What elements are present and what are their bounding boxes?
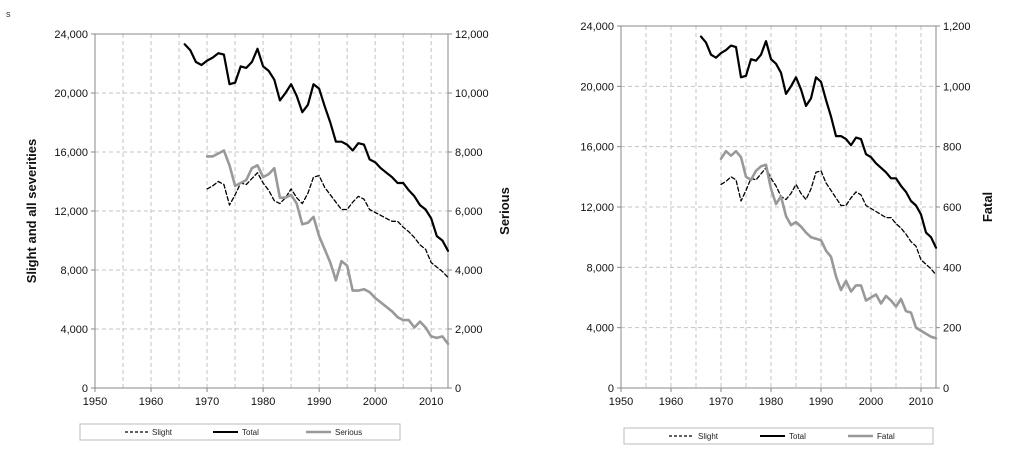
chart-1-left-tick-label: 12,000 [54,206,88,218]
chart-right: 1950 1960 1970 1980 1990 2000 201004,0008,0001… [580,21,995,445]
chart-1-series-serious-line [205,149,450,346]
chart-2-series-slight-line [720,167,937,276]
chart-2-right-tick-label: 600 [943,202,961,214]
chart-2-legend-label-slight: Slight [698,432,719,441]
chart-2-left-tick-label: 8,000 [586,262,614,274]
chart-1-left-axis-title: Slight and all severities [24,139,39,284]
chart-1-x-tick-label: 1950 [83,396,107,408]
chart-1-legend-label-slight: Slight [152,428,173,437]
chart-1-series-total-line [183,43,450,252]
chart-2-right-tick-label: 200 [943,323,961,335]
chart-2-x-tick-label: 1970 [709,396,733,408]
corner-label: s [6,9,11,19]
chart-1-right-tick-label: 10,000 [455,88,489,100]
chart-2-legend-label-fatal: Fatal [877,432,895,441]
chart-2-x-tick-label: 1950 [609,396,633,408]
chart-2-right-axis-title: Fatal [980,192,995,222]
chart-2-left-tick-label: 20,000 [580,81,614,93]
chart-1-right-tick-label: 8,000 [455,147,483,159]
chart-1-left-tick-label: 16,000 [54,147,88,159]
chart-2-right-tick-label: 1,200 [943,21,971,33]
chart-2-series-fatal-line [719,149,938,340]
chart-2-x-tick-label: 2000 [859,396,883,408]
chart-2-x-tick-label: 2010 [909,396,933,408]
chart-1-legend-label-total: Total [242,428,259,437]
chart-1-right-axis-title: Serious [497,187,512,235]
chart-1-x-tick-label: 1990 [307,396,331,408]
chart-1-x-tick-label: 2010 [419,396,443,408]
chart-2-left-tick-label: 0 [608,383,614,395]
chart-2-x-tick-label: 1990 [809,396,833,408]
chart-2-left-tick-label: 12,000 [580,202,614,214]
chart-1-right-tick-label: 6,000 [455,206,483,218]
chart-1-left-tick-label: 24,000 [54,29,88,41]
chart-1-x-tick-label: 2000 [363,396,387,408]
chart-1-x-tick-label: 1980 [251,396,275,408]
chart-2-series-total-line [699,35,938,249]
chart-1-legend-label-serious: Serious [335,428,362,437]
chart-2-legend-label-total: Total [789,432,806,441]
chart-1-right-tick-label: 0 [455,383,461,395]
chart-left: 1950 1960 1970 1980 1990 2000 2010 0 4,000 8,000 1… [24,29,512,441]
chart-2-left-tick-label: 16,000 [580,142,614,154]
chart-2-left-tick-label: 4,000 [586,323,614,335]
chart-1-left-tick-label: 8,000 [60,265,88,277]
chart-1-right-tick-label: 4,000 [455,265,483,277]
chart-2-right-tick-label: 800 [943,142,961,154]
chart-2-x-tick-label: 1960 [659,396,683,408]
chart-1-left-tick-label: 4,000 [60,324,88,336]
chart-1-x-tick-label: 1960 [139,396,163,408]
chart-1-legend-box [79,423,401,441]
chart-1-series-slight-line [206,172,449,279]
chart-1-right-tick-label: 12,000 [455,29,489,41]
chart-2-right-tick-label: 400 [943,262,961,274]
chart-2-right-tick-label: 0 [943,383,949,395]
chart-2-left-tick-label: 24,000 [580,21,614,33]
chart-1-x-tick-label: 1970 [195,396,219,408]
chart-1-right-tick-label: 2,000 [455,324,483,336]
chart-2-right-tick-label: 1,000 [943,81,971,93]
chart-1-left-tick-label: 0 [82,383,88,395]
chart-2-x-tick-label: 1980 [759,396,783,408]
chart-1-left-tick-label: 20,000 [54,88,88,100]
